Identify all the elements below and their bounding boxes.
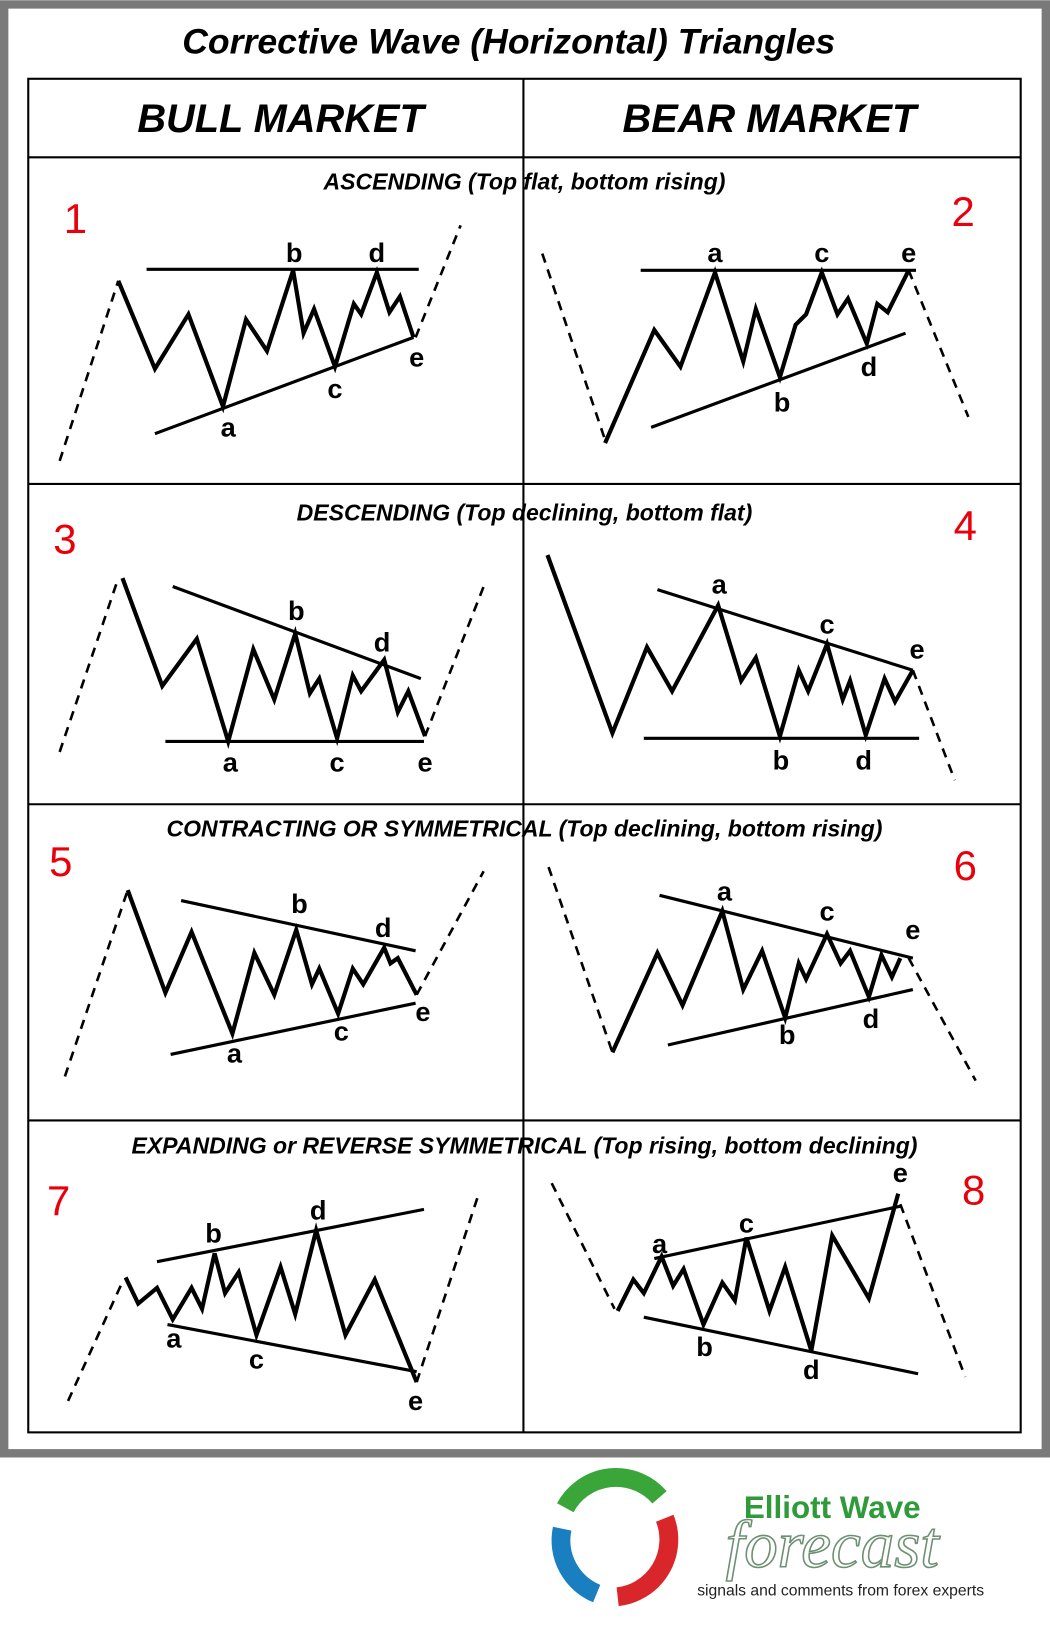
logo-brand: Elliott Wave — [744, 1490, 921, 1525]
wave-label: e — [905, 914, 920, 945]
wave — [615, 1193, 901, 1352]
column-header: BULL MARKET — [137, 97, 427, 141]
panel-number: 7 — [47, 1177, 70, 1224]
wave-label: d — [803, 1354, 820, 1385]
wave-label: e — [408, 1385, 423, 1416]
section-heading: EXPANDING or REVERSE SYMMETRICAL (Top ri… — [131, 1133, 917, 1159]
wave-label: b — [773, 745, 790, 776]
dashed-wave — [907, 957, 977, 1082]
panel-number: 1 — [64, 195, 87, 242]
wave-label: d — [374, 626, 391, 657]
wave-label: c — [334, 1016, 349, 1047]
boundary-line — [659, 893, 914, 960]
boundary-line — [170, 1001, 416, 1056]
boundary-line — [653, 1204, 901, 1261]
wave-label: e — [909, 634, 924, 665]
wave-label: e — [417, 747, 432, 778]
boundary-line — [167, 1322, 417, 1374]
panel-number: 6 — [954, 842, 977, 889]
boundary-line — [180, 899, 416, 953]
wave-label: b — [286, 237, 303, 268]
section-heading: CONTRACTING OR SYMMETRICAL (Top declinin… — [166, 815, 882, 841]
wave-label: a — [227, 1038, 243, 1069]
wave-label: c — [814, 237, 829, 268]
wave-label: e — [901, 237, 916, 268]
wave-label: d — [375, 912, 392, 943]
wave-label: e — [409, 342, 424, 373]
wave-label: c — [330, 747, 345, 778]
boundary-line — [656, 588, 914, 672]
wave-label: d — [855, 745, 872, 776]
column-header: BEAR MARKET — [623, 97, 921, 141]
wave — [125, 889, 419, 1041]
section-heading: ASCENDING (Top flat, bottom rising) — [323, 169, 726, 195]
wave-label: a — [221, 412, 237, 443]
panel-number: 4 — [954, 502, 977, 549]
wave-label: b — [779, 1019, 796, 1050]
panel-number: 5 — [49, 838, 72, 885]
dashed-wave — [66, 1278, 125, 1402]
boundary-line — [154, 335, 415, 436]
wave-label: c — [327, 373, 342, 404]
dashed-wave — [899, 1203, 967, 1378]
wave-label: d — [310, 1195, 327, 1226]
wave-label: c — [819, 608, 834, 639]
wave-label: e — [893, 1157, 908, 1188]
section-heading: DESCENDING (Top declining, bottom flat) — [297, 499, 753, 525]
wave-label: b — [774, 387, 791, 418]
wave-label: b — [288, 595, 305, 626]
logo-tagline: signals and comments from forex experts — [697, 1583, 984, 1600]
wave-label: d — [369, 237, 386, 268]
wave-label: b — [291, 888, 308, 919]
wave-label: b — [205, 1218, 222, 1249]
panel-number: 2 — [951, 188, 974, 235]
dashed-wave — [415, 870, 485, 996]
dashed-wave — [414, 224, 462, 338]
panel-number: 8 — [962, 1167, 985, 1214]
logo: Elliott Wave forecast signals and commen… — [551, 1468, 984, 1607]
wave-label: a — [166, 1322, 182, 1353]
wave-label: d — [863, 1003, 880, 1034]
boundary-line — [650, 331, 907, 429]
logo-swirl — [551, 1526, 601, 1603]
wave — [116, 266, 416, 414]
wave-label: a — [223, 747, 239, 778]
boundary-line — [667, 988, 914, 1047]
wave — [603, 265, 911, 444]
wave-label: c — [249, 1343, 264, 1374]
wave-label: a — [712, 569, 728, 600]
wave-label: e — [415, 996, 430, 1027]
wave-label: c — [819, 895, 834, 926]
dashed-wave — [550, 1182, 616, 1310]
wave-label: a — [717, 875, 733, 906]
wave-label: b — [696, 1331, 713, 1362]
logo-word: forecast — [726, 1508, 941, 1582]
wave — [545, 554, 915, 744]
wave-label: a — [707, 237, 723, 268]
panel-number: 3 — [53, 516, 76, 563]
boundary-line — [156, 1207, 425, 1264]
dashed-wave — [58, 577, 120, 753]
logo-swirl — [557, 1468, 667, 1513]
wave-label: c — [739, 1207, 754, 1238]
wave-label: a — [652, 1228, 668, 1259]
wave — [120, 577, 427, 749]
dashed-wave — [911, 669, 956, 781]
title: Corrective Wave (Horizontal) Triangles — [182, 22, 835, 62]
wave — [123, 1222, 419, 1383]
wave — [610, 904, 903, 1054]
logo-swirl — [616, 1514, 679, 1607]
dashed-wave — [58, 280, 120, 462]
wave-label: d — [861, 351, 878, 382]
boundary-line — [643, 1315, 919, 1376]
